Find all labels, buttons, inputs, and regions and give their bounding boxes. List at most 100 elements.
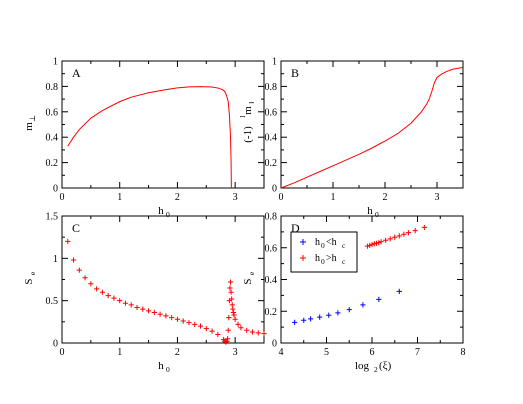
- y-tick-label: 0.4: [265, 275, 278, 286]
- x-tick-label: 5: [324, 347, 329, 358]
- y-axis-label: S: [242, 278, 254, 284]
- data-point: [392, 234, 398, 240]
- y-axis-label: m: [23, 122, 35, 131]
- data-point: [238, 325, 244, 331]
- legend-label-mid: >h: [326, 253, 337, 264]
- data-point: [244, 327, 250, 333]
- x-axis-label-sub: 0: [166, 365, 170, 374]
- panel-label: C: [72, 221, 80, 235]
- data-point: [140, 306, 146, 312]
- y-tick-label: 0: [53, 339, 58, 350]
- data-point: [396, 288, 402, 295]
- data-point: [412, 228, 418, 234]
- y-tick-label: 0.6: [265, 107, 278, 118]
- x-tick-label: 4: [279, 347, 284, 358]
- y-tick-label: 0.2: [265, 158, 278, 169]
- y-tick-label: 0.5: [46, 296, 59, 307]
- data-point: [117, 298, 123, 304]
- data-point: [249, 329, 256, 335]
- plot-frame: [61, 215, 265, 344]
- data-point: [99, 289, 105, 295]
- y-tick-label: 0.4: [265, 133, 278, 144]
- y-tick-label: 0: [272, 339, 277, 350]
- panel-c: 0 1 2 300.511.5Ch 0Se: [23, 212, 267, 374]
- data-point: [226, 315, 232, 321]
- y-tick-label: 0.6: [46, 107, 59, 118]
- data-point: [227, 279, 234, 285]
- x-tick-label: 3: [233, 347, 238, 358]
- data-point: [255, 330, 261, 336]
- x-axis-label-sub: 0: [166, 210, 170, 219]
- data-point: [235, 321, 241, 327]
- panel-label: D: [291, 221, 300, 235]
- data-point: [376, 296, 382, 302]
- y-tick-label: 1.5: [46, 212, 59, 223]
- data-point: [111, 295, 117, 301]
- data-point: [186, 320, 192, 326]
- data-point: [122, 300, 129, 306]
- legend-label-sub: 0: [321, 257, 325, 266]
- data-point: [405, 230, 411, 236]
- data-point: [307, 316, 314, 322]
- data-point: [209, 328, 215, 334]
- legend-label-sub2: c: [342, 257, 346, 266]
- legend-label-sub2: c: [342, 241, 346, 250]
- x-tick-label: 0: [60, 347, 65, 358]
- y-tick-label: 1: [272, 57, 277, 68]
- legend-label-mid: <h: [326, 237, 337, 248]
- y-axis-label-sub: e: [28, 271, 37, 275]
- y-axis-label-sub: ‖: [247, 101, 256, 103]
- x-axis-label-rest: (ξ): [379, 360, 392, 372]
- data-point: [105, 292, 111, 299]
- x-axis-label: h: [158, 360, 164, 372]
- data-point: [396, 233, 402, 239]
- data-point: [224, 338, 230, 344]
- y-axis-label: S: [23, 278, 35, 284]
- data-point: [228, 289, 234, 295]
- y-tick-label: 0.4: [46, 133, 59, 144]
- x-tick-label: 1: [117, 347, 122, 358]
- legend-box: [290, 231, 358, 273]
- data-point: [192, 321, 198, 327]
- data-point: [387, 236, 393, 242]
- legend-label-sub: 0: [321, 241, 325, 250]
- x-tick-label: 8: [461, 347, 466, 358]
- data-point: [227, 285, 233, 291]
- data-point: [134, 304, 140, 311]
- y-tick-label: 0.6: [265, 243, 278, 254]
- data-point: [369, 241, 375, 248]
- data-point: [230, 306, 236, 312]
- data-point: [145, 308, 152, 314]
- x-tick-label: 2: [383, 192, 388, 203]
- data-point: [360, 302, 366, 308]
- data-point: [335, 310, 341, 316]
- data-point: [163, 313, 169, 319]
- data-point: [94, 286, 100, 292]
- y-tick-label: 0: [272, 184, 277, 195]
- y-tick-label: 0.8: [265, 82, 278, 93]
- data-point: [383, 237, 389, 243]
- data-point: [317, 314, 323, 320]
- data-point: [401, 231, 407, 237]
- y-tick-label: 0.2: [265, 307, 278, 318]
- data-point: [376, 240, 382, 246]
- x-tick-label: 1: [117, 192, 122, 203]
- y-tick-label: 0.8: [46, 82, 59, 93]
- data-point: [88, 281, 94, 287]
- data-point: [215, 331, 221, 338]
- data-point: [367, 242, 373, 248]
- data-point: [169, 315, 175, 321]
- data-point: [231, 312, 237, 318]
- data-point: [232, 316, 238, 322]
- x-tick-label: 3: [233, 192, 238, 203]
- x-tick-label: 2: [175, 192, 180, 203]
- x-axis-label-sub: 2: [374, 365, 378, 374]
- data-point: [225, 336, 231, 342]
- x-axis-label-sub: 0: [375, 210, 379, 219]
- data-point: [229, 296, 235, 302]
- panel-label: A: [72, 66, 81, 80]
